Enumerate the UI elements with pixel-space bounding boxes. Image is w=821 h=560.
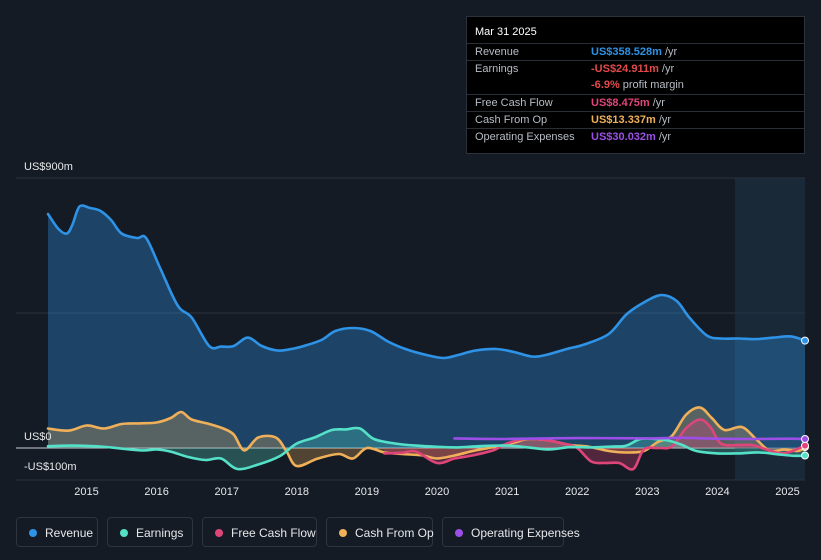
legend-dot-icon bbox=[29, 529, 37, 537]
earnings-endpoint bbox=[801, 451, 809, 460]
free-cash-flow-area bbox=[384, 419, 805, 470]
x-tick-label: 2021 bbox=[495, 486, 519, 498]
tooltip-unit: /yr bbox=[661, 63, 675, 75]
legend-item-revenue[interactable]: Revenue bbox=[16, 517, 98, 547]
x-tick-label: 2019 bbox=[355, 486, 379, 498]
axes: US$900m US$0 -US$100m 2015 2016 2017 2018 2019 2… bbox=[24, 161, 800, 498]
earnings-area bbox=[48, 427, 805, 470]
tooltip-label: Operating Expenses bbox=[475, 131, 575, 143]
revenue-area bbox=[48, 205, 805, 448]
tooltip-value: -US$24.911m/yr bbox=[591, 63, 675, 75]
tooltip-value: US$13.337m/yr bbox=[591, 114, 672, 126]
legend-dot-icon bbox=[339, 529, 347, 537]
legend-label: Cash From Op bbox=[355, 526, 434, 540]
tooltip-value: US$30.032m/yr bbox=[591, 131, 672, 143]
tooltip-label: Revenue bbox=[475, 46, 520, 58]
x-tick-label: 2024 bbox=[705, 486, 729, 498]
legend-label: Earnings bbox=[136, 526, 184, 540]
tooltip-row: Operating Expenses US$30.032m/yr bbox=[467, 128, 804, 146]
earnings-line bbox=[46, 426, 807, 471]
x-tick-label: 2025 bbox=[775, 486, 799, 498]
revenue-line bbox=[46, 204, 807, 360]
y-tick-label: -US$100m bbox=[24, 461, 77, 473]
operating-expenses-line bbox=[453, 436, 807, 441]
legend-item-operating-expenses[interactable]: Operating Expenses bbox=[442, 517, 580, 547]
tooltip-unit: /yr bbox=[652, 97, 665, 109]
legend-label: Revenue bbox=[45, 526, 94, 540]
x-tick-label: 2017 bbox=[214, 486, 238, 498]
tooltip-value: US$8.475m/yr bbox=[591, 97, 665, 109]
operating-expenses-endpoint bbox=[801, 435, 809, 443]
tooltip-value: -6.9% profit margin bbox=[591, 79, 684, 91]
legend-dot-icon bbox=[120, 529, 128, 537]
legend-item-earnings[interactable]: Earnings bbox=[107, 517, 193, 547]
legend-item-cash-from-op[interactable]: Cash From Op bbox=[326, 517, 434, 547]
tooltip-row: Free Cash Flow US$8.475m/yr bbox=[467, 94, 804, 112]
tooltip-unit: profit margin bbox=[622, 79, 684, 91]
tooltip-date: Mar 31 2025 bbox=[475, 26, 537, 38]
free-cash-flow-endpoint bbox=[801, 441, 809, 450]
x-tick-label: 2022 bbox=[565, 486, 589, 498]
y-tick-label: US$0 bbox=[24, 431, 52, 443]
tooltip-row: Cash From Op US$13.337m/yr bbox=[467, 111, 804, 129]
legend-dot-icon bbox=[215, 529, 223, 537]
tooltip-row: Earnings -US$24.911m/yr bbox=[467, 60, 804, 78]
tooltip-row: -6.9% profit margin bbox=[467, 77, 804, 94]
tooltip-value: US$358.528m/yr bbox=[591, 46, 678, 58]
y-tick-label: US$900m bbox=[24, 161, 73, 173]
tooltip-label: Earnings bbox=[475, 63, 519, 75]
tooltip-unit: /yr bbox=[658, 131, 672, 143]
tooltip-row: Revenue US$358.528m/yr bbox=[467, 43, 804, 61]
free-cash-flow-line bbox=[383, 418, 807, 471]
tooltip-label: Free Cash Flow bbox=[475, 97, 553, 109]
legend-item-free-cash-flow[interactable]: Free Cash Flow bbox=[202, 517, 317, 547]
tooltip-label: Cash From Op bbox=[475, 114, 548, 126]
grid bbox=[16, 177, 805, 481]
series-areas bbox=[48, 205, 805, 470]
x-tick-label: 2020 bbox=[425, 486, 449, 498]
x-tick-label: 2015 bbox=[74, 486, 98, 498]
series-lines bbox=[46, 204, 809, 471]
tooltip-unit: /yr bbox=[658, 114, 672, 126]
x-tick-label: 2023 bbox=[635, 486, 659, 498]
legend-label: Free Cash Flow bbox=[231, 526, 316, 540]
legend-dot-icon bbox=[455, 529, 463, 537]
legend-label: Operating Expenses bbox=[471, 526, 580, 540]
x-tick-label: 2018 bbox=[285, 486, 309, 498]
tooltip: Mar 31 2025 Revenue US$358.528m/yr Earning… bbox=[466, 16, 805, 154]
revenue-endpoint bbox=[801, 336, 809, 345]
x-tick-label: 2016 bbox=[144, 486, 168, 498]
tooltip-unit: /yr bbox=[664, 46, 678, 58]
